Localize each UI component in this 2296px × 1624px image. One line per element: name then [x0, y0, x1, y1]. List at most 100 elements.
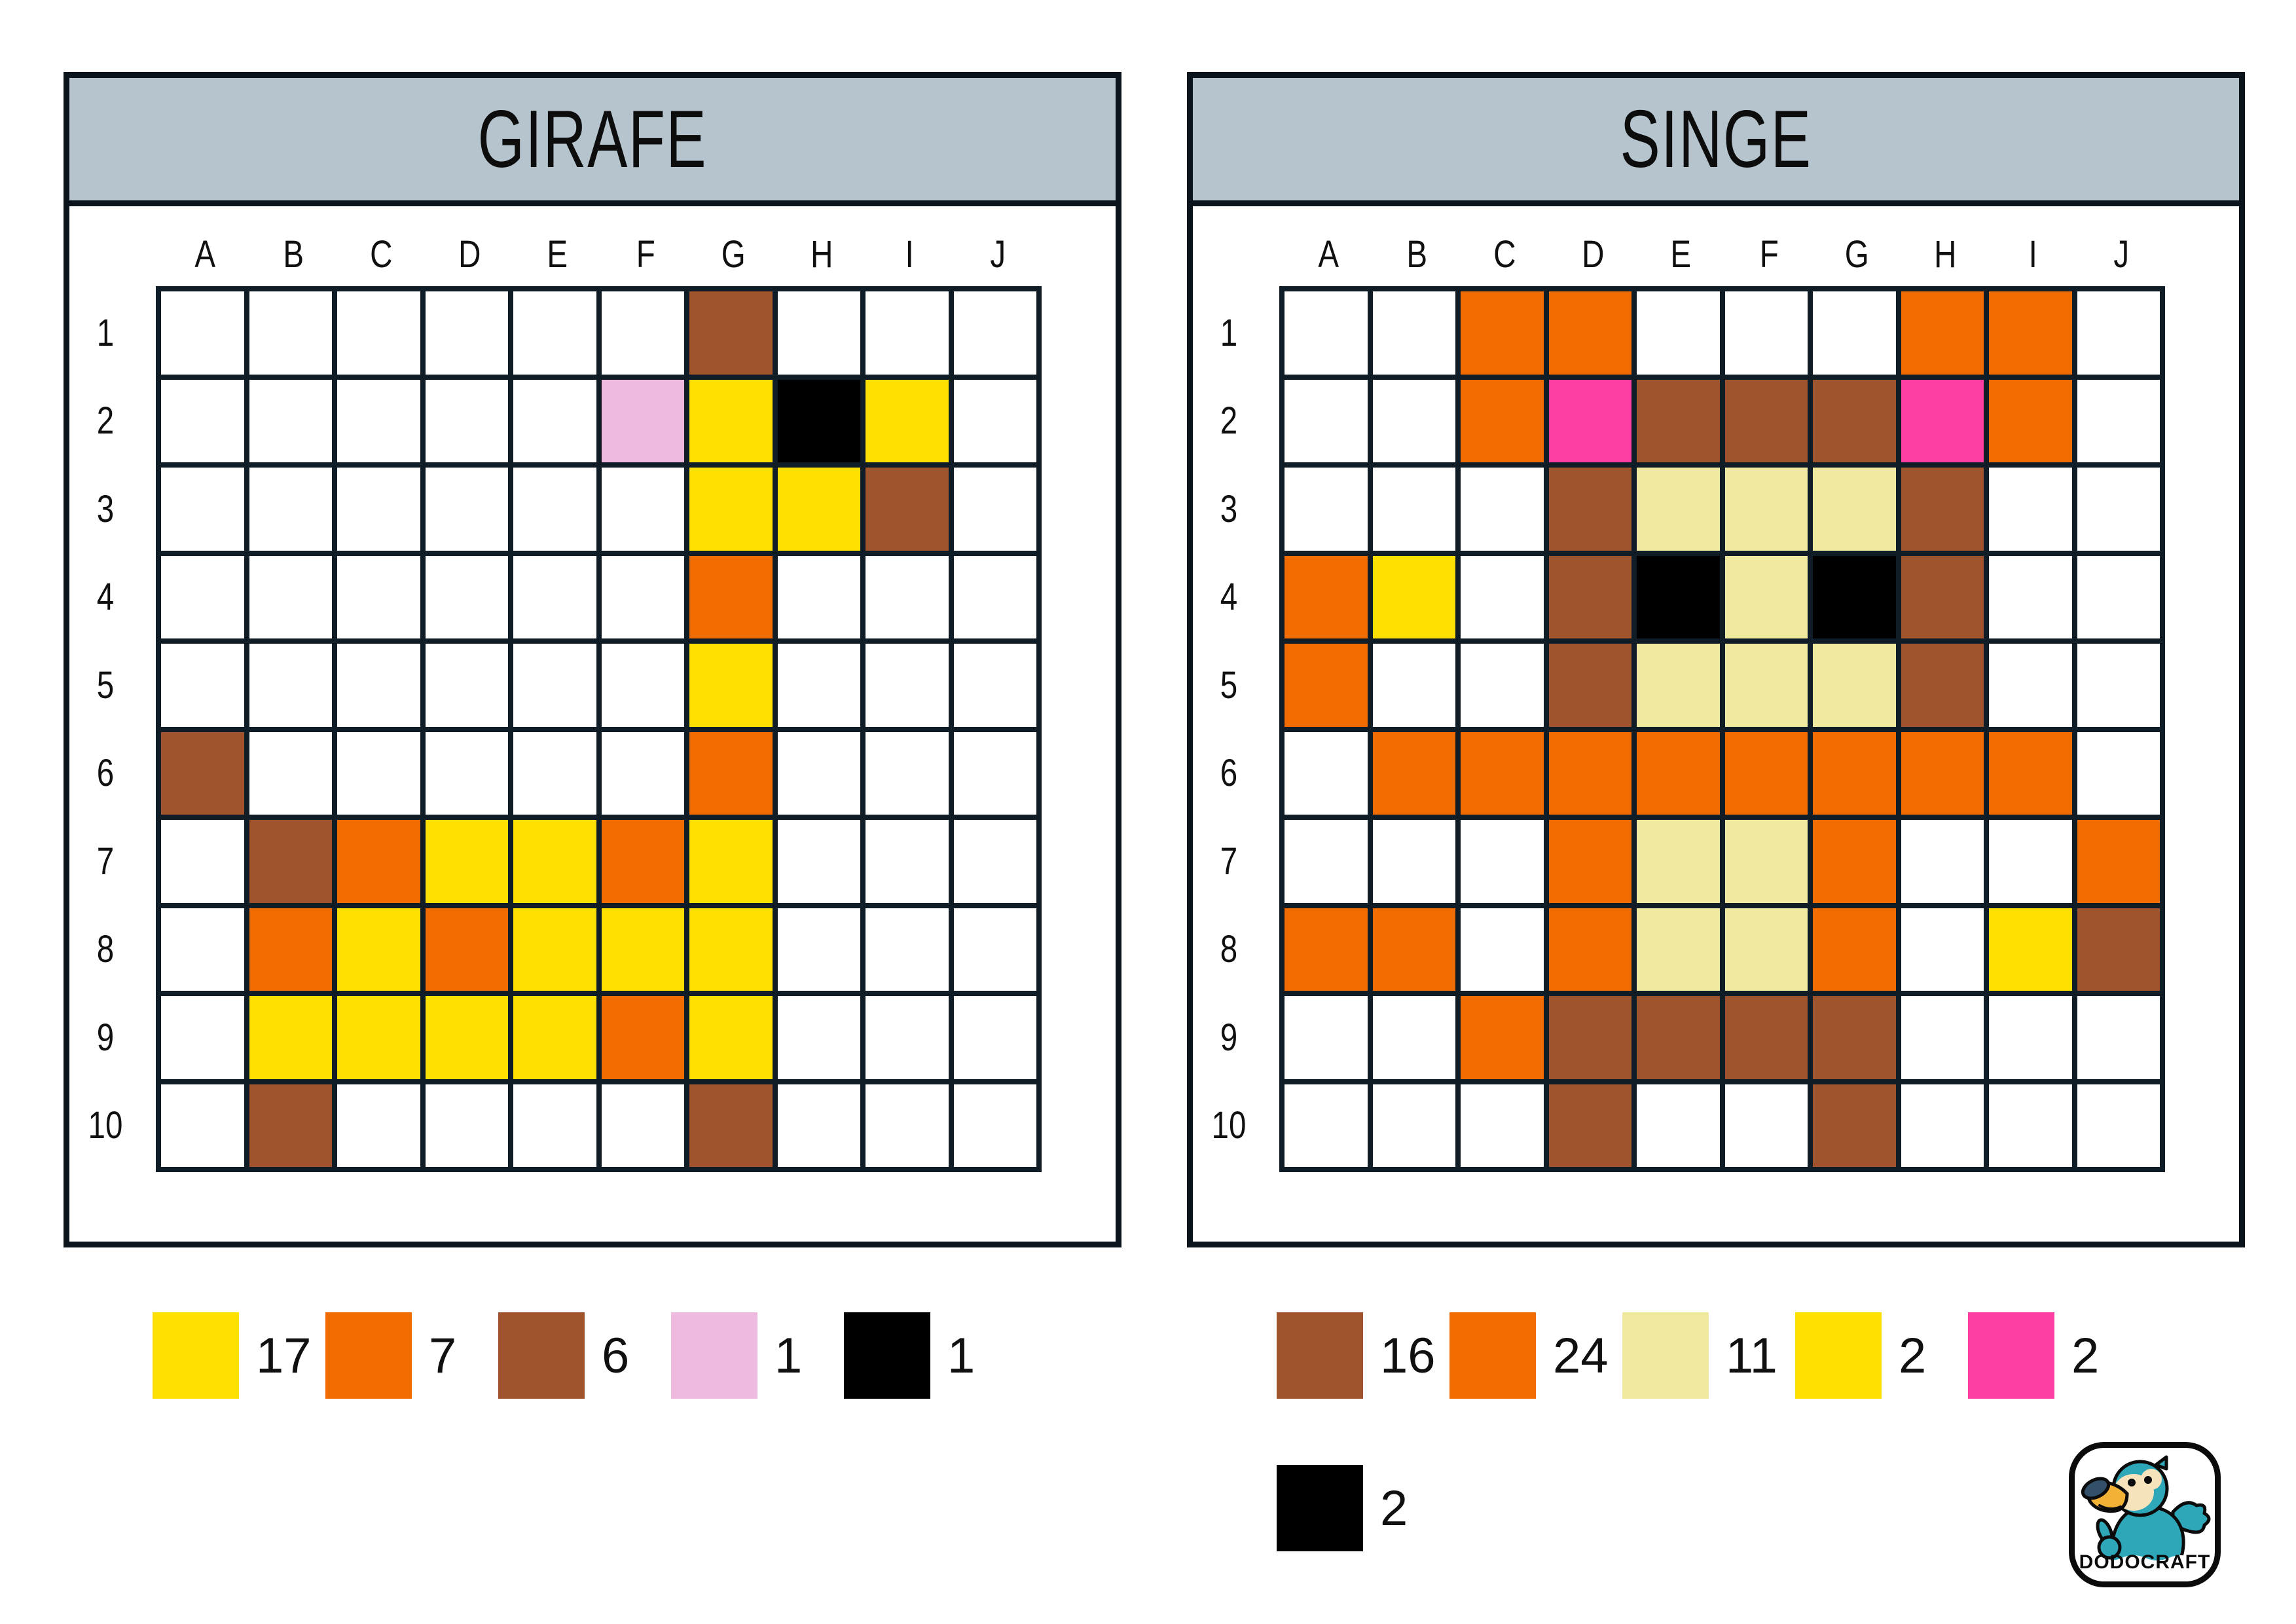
cell-D3-brown: [1548, 468, 1631, 551]
cell-F3: [601, 468, 684, 551]
col-label-E: E: [547, 232, 568, 276]
legend-count-yellow: 2: [1899, 1327, 1927, 1384]
cell-C4: [1461, 555, 1544, 638]
cell-G9-yellow: [689, 996, 773, 1079]
cell-J4: [2077, 555, 2160, 638]
cell-F5: [601, 644, 684, 727]
legend-swatch-orange: [325, 1312, 412, 1399]
cell-I1: [866, 291, 949, 375]
cell-C7: [1461, 820, 1544, 903]
cell-H6: [777, 731, 860, 815]
cell-B9-yellow: [249, 996, 332, 1079]
cell-G8-yellow: [689, 908, 773, 991]
legend-count-orange: 24: [1553, 1327, 1609, 1384]
cell-I6-orange: [1989, 731, 2072, 815]
cell-E4: [513, 555, 596, 638]
cell-F7-orange: [601, 820, 684, 903]
cell-J9: [2077, 996, 2160, 1079]
cell-E2: [513, 379, 596, 462]
cell-C6: [337, 731, 420, 815]
legend-count-black: 1: [947, 1327, 975, 1384]
cell-C7-orange: [337, 820, 420, 903]
cell-A8: [161, 908, 244, 991]
cell-J2: [2077, 379, 2160, 462]
cell-C5: [337, 644, 420, 727]
cell-F1: [1724, 291, 1808, 375]
cell-F6-orange: [1724, 731, 1808, 815]
cell-I9: [1989, 996, 2072, 1079]
cell-J10: [953, 1084, 1036, 1167]
cell-J1: [2077, 291, 2160, 375]
cell-D8-orange: [425, 908, 508, 991]
col-label-D: D: [1581, 232, 1604, 276]
legend-count-cream: 11: [1726, 1327, 1777, 1384]
cell-J5: [2077, 644, 2160, 727]
cell-I3-brown: [866, 468, 949, 551]
cell-G4-orange: [689, 555, 773, 638]
row-label-5: 5: [1220, 663, 1238, 707]
cell-A2: [161, 379, 244, 462]
cell-A1: [1285, 291, 1368, 375]
cell-F9-brown: [1724, 996, 1808, 1079]
cell-I3: [1989, 468, 2072, 551]
cell-C8-yellow: [337, 908, 420, 991]
dodocraft-logo: DODOCRAFT: [2069, 1442, 2221, 1587]
cell-H4-brown: [1901, 555, 1984, 638]
cell-J8-brown: [2077, 908, 2160, 991]
pixel-grid-singe: [1279, 286, 2165, 1172]
cell-J4: [953, 555, 1036, 638]
panel-girafe-title: GIRAFE: [477, 94, 708, 185]
row-label-7: 7: [1220, 840, 1238, 883]
cell-H8: [777, 908, 860, 991]
cell-B3: [249, 468, 332, 551]
col-label-C: C: [370, 232, 393, 276]
cell-E8-yellow: [513, 908, 596, 991]
cell-H1-orange: [1901, 291, 1984, 375]
dodo-illustration: [2075, 1455, 2215, 1581]
cell-F2-brown: [1724, 379, 1808, 462]
row-label-3: 3: [96, 487, 115, 530]
cell-B7: [1372, 820, 1455, 903]
cell-J3: [2077, 468, 2160, 551]
cell-I5: [1989, 644, 2072, 727]
cell-H3-brown: [1901, 468, 1984, 551]
cell-J7: [953, 820, 1036, 903]
cell-H6-orange: [1901, 731, 1984, 815]
cell-B3: [1372, 468, 1455, 551]
cell-F8-yellow: [601, 908, 684, 991]
cell-D10-brown: [1548, 1084, 1631, 1167]
cell-H10: [777, 1084, 860, 1167]
cell-H3-yellow: [777, 468, 860, 551]
col-label-I: I: [2028, 232, 2037, 276]
cell-C8: [1461, 908, 1544, 991]
cell-H7: [777, 820, 860, 903]
row-label-8: 8: [96, 928, 115, 971]
cell-D7-yellow: [425, 820, 508, 903]
legend-swatch-cream: [1622, 1312, 1709, 1399]
cell-G1-brown: [689, 291, 773, 375]
cell-I2-yellow: [866, 379, 949, 462]
cell-G10-brown: [1813, 1084, 1896, 1167]
cell-B1: [1372, 291, 1455, 375]
cell-C6-orange: [1461, 731, 1544, 815]
cell-B5: [1372, 644, 1455, 727]
cell-C2: [337, 379, 420, 462]
cell-D4: [425, 555, 508, 638]
cell-C4: [337, 555, 420, 638]
cell-D5: [425, 644, 508, 727]
cell-D5-brown: [1548, 644, 1631, 727]
legend-count-orange: 7: [429, 1327, 457, 1384]
legend-swatch-black: [1277, 1465, 1363, 1551]
cell-J7-orange: [2077, 820, 2160, 903]
legend-swatch-light-pink: [671, 1312, 757, 1399]
legend-swatch-black: [844, 1312, 930, 1399]
cell-H8: [1901, 908, 1984, 991]
cell-H5-brown: [1901, 644, 1984, 727]
cell-G2-yellow: [689, 379, 773, 462]
cell-F7-cream: [1724, 820, 1808, 903]
cell-B6-orange: [1372, 731, 1455, 815]
cell-A10: [1285, 1084, 1368, 1167]
cell-I4: [1989, 555, 2072, 638]
row-label-1: 1: [96, 311, 115, 354]
